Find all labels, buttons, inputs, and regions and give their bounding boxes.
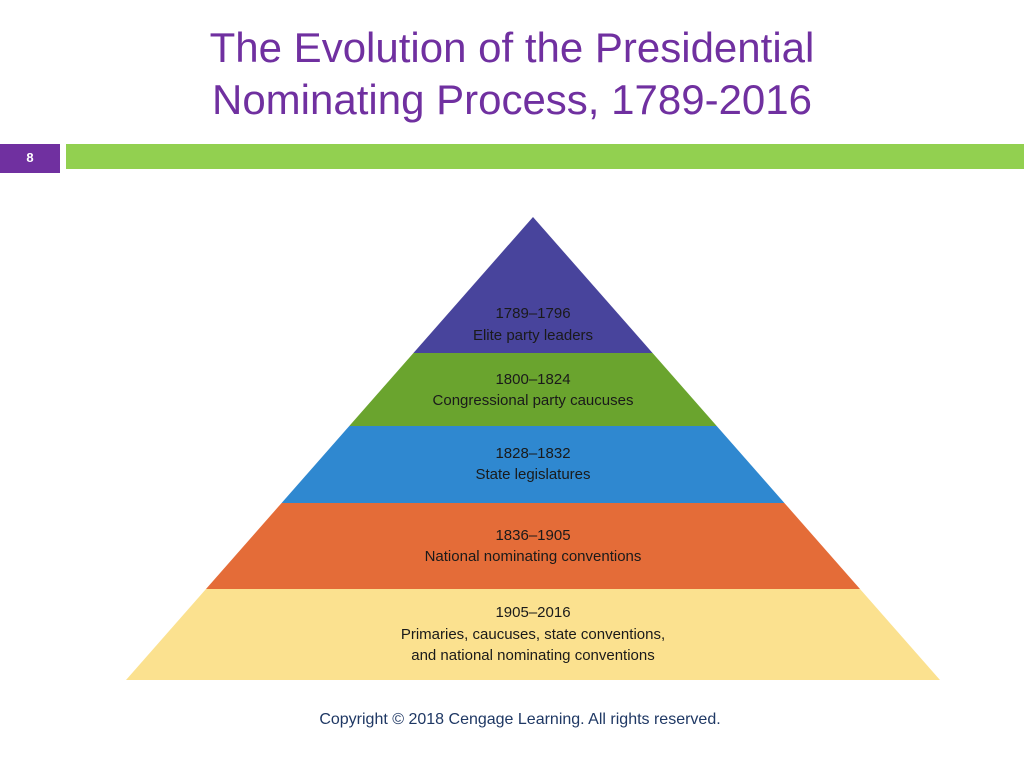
pyramid-tier-2 <box>349 353 717 426</box>
pyramid-tier-5 <box>126 589 940 680</box>
tier-1-period: 1789–1796 <box>495 305 570 322</box>
slide-title: The Evolution of the Presidential Nomina… <box>0 22 1024 126</box>
tier-4-period: 1836–1905 <box>495 527 570 544</box>
tier-5-label-1: Primaries, caucuses, state conventions, <box>401 626 665 643</box>
tier-3-label-1: State legislatures <box>475 466 590 483</box>
tier-1-label-1: Elite party leaders <box>473 327 593 344</box>
tier-5-label-2: and national nominating conventions <box>411 647 655 664</box>
pyramid-tier-1 <box>413 217 653 353</box>
slide-number-badge: 8 <box>0 144 60 173</box>
slide-title-line-2: Nominating Process, 1789-2016 <box>211 76 813 123</box>
tier-3-period: 1828–1832 <box>495 445 570 462</box>
tier-4-label-1: National nominating conventions <box>425 548 642 565</box>
slide-title-line-1: The Evolution of the Presidential <box>209 24 815 71</box>
title-accent-bar <box>66 144 1024 169</box>
tier-2-period: 1800–1824 <box>495 371 570 388</box>
tier-2-label-1: Congressional party caucuses <box>433 392 634 409</box>
pyramid-tier-4 <box>205 503 861 589</box>
tier-5-period: 1905–2016 <box>495 604 570 621</box>
copyright-notice: Copyright © 2018 Cengage Learning. All r… <box>319 711 721 728</box>
pyramid-tier-3 <box>281 426 785 503</box>
